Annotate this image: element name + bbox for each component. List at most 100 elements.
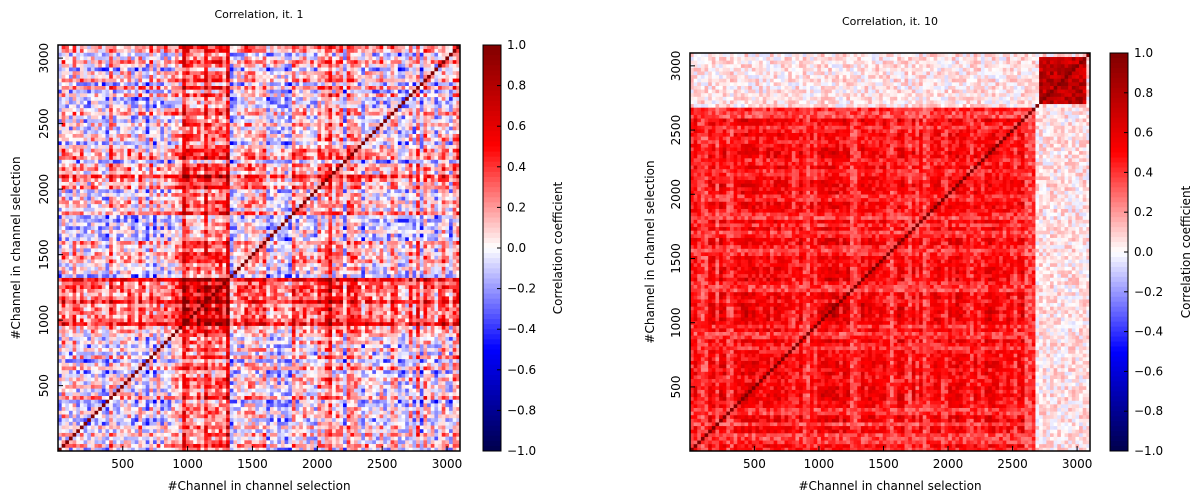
heatmap-cell bbox=[72, 439, 77, 445]
heatmap-cell bbox=[109, 307, 114, 312]
heatmap-cell bbox=[101, 214, 106, 219]
heatmap-cell bbox=[204, 233, 209, 238]
heatmap-cell bbox=[87, 92, 92, 98]
heatmap-cell bbox=[160, 362, 165, 367]
heatmap-cell bbox=[131, 443, 136, 448]
heatmap-cell bbox=[61, 100, 66, 105]
heatmap-cell bbox=[167, 388, 172, 393]
heatmap-cell bbox=[123, 137, 128, 142]
heatmap-cell bbox=[178, 240, 183, 245]
heatmap-cell bbox=[58, 273, 63, 278]
heatmap-cell bbox=[68, 133, 74, 138]
heatmap-cell bbox=[112, 288, 117, 293]
heatmap-cell bbox=[200, 391, 205, 397]
heatmap-cell bbox=[185, 244, 190, 249]
heatmap-cell bbox=[167, 403, 172, 408]
heatmap-cell bbox=[65, 281, 70, 286]
heatmap-cell bbox=[160, 436, 165, 441]
heatmap-cell bbox=[160, 355, 165, 360]
heatmap-cell bbox=[94, 259, 99, 264]
heatmap-cell bbox=[182, 336, 187, 341]
heatmap-cell bbox=[163, 251, 169, 256]
heatmap-cell bbox=[149, 351, 154, 356]
heatmap-cell bbox=[116, 307, 121, 312]
heatmap-cell bbox=[120, 251, 125, 256]
heatmap-cell bbox=[171, 343, 176, 349]
heatmap-cell bbox=[138, 233, 143, 238]
heatmap-cell bbox=[105, 104, 110, 109]
heatmap-cell bbox=[142, 111, 147, 116]
heatmap-cell bbox=[163, 104, 169, 109]
heatmap-cell bbox=[72, 203, 77, 208]
heatmap-cell bbox=[112, 321, 117, 326]
heatmap-cell bbox=[142, 92, 147, 98]
heatmap-cell bbox=[215, 177, 220, 182]
heatmap-cell bbox=[131, 140, 136, 146]
heatmap-cell bbox=[163, 115, 169, 120]
heatmap-cell bbox=[79, 78, 84, 83]
heatmap-cell bbox=[101, 240, 106, 245]
heatmap-cell bbox=[171, 347, 176, 352]
heatmap-cell bbox=[153, 148, 158, 153]
heatmap-cell bbox=[196, 45, 201, 50]
heatmap-cell bbox=[98, 52, 103, 57]
heatmap-cell bbox=[105, 166, 110, 171]
heatmap-cell bbox=[123, 425, 128, 430]
heatmap-cell bbox=[200, 174, 205, 179]
heatmap-cell bbox=[204, 351, 209, 356]
heatmap-cell bbox=[138, 417, 143, 422]
heatmap-cell bbox=[204, 100, 209, 105]
heatmap-cell bbox=[142, 155, 147, 160]
heatmap-cell bbox=[138, 266, 143, 271]
heatmap-cell bbox=[98, 380, 103, 385]
heatmap-cell bbox=[145, 432, 150, 437]
heatmap-cell bbox=[145, 248, 150, 253]
heatmap-cell bbox=[207, 332, 212, 337]
heatmap-cell bbox=[163, 273, 169, 278]
heatmap-cell bbox=[61, 388, 66, 393]
heatmap-cell bbox=[105, 63, 110, 68]
heatmap-cell bbox=[79, 277, 84, 282]
heatmap-cell bbox=[138, 52, 143, 57]
heatmap-cell bbox=[142, 314, 147, 319]
heatmap-cell bbox=[153, 329, 158, 334]
heatmap-cell bbox=[178, 362, 183, 367]
heatmap-cell bbox=[112, 225, 117, 230]
heatmap-cell bbox=[149, 126, 154, 131]
heatmap-cell bbox=[98, 281, 103, 286]
heatmap-cell bbox=[83, 403, 88, 408]
heatmap-cell bbox=[182, 366, 187, 371]
heatmap-cell bbox=[61, 140, 66, 146]
heatmap-cell bbox=[193, 203, 198, 208]
heatmap-cell bbox=[200, 203, 205, 208]
heatmap-cell bbox=[72, 214, 77, 219]
heatmap-cell bbox=[182, 59, 187, 64]
heatmap-cell bbox=[174, 115, 179, 120]
heatmap-cell bbox=[131, 259, 136, 264]
heatmap-cell bbox=[138, 170, 143, 175]
heatmap-cell bbox=[163, 111, 169, 116]
heatmap-cell bbox=[76, 358, 81, 363]
heatmap-cell bbox=[174, 218, 179, 223]
heatmap-cell bbox=[72, 417, 77, 422]
heatmap-cell bbox=[215, 240, 220, 245]
heatmap-cell bbox=[174, 81, 179, 86]
heatmap-cell bbox=[185, 177, 190, 182]
heatmap-cell bbox=[156, 56, 161, 61]
heatmap-cell bbox=[211, 425, 216, 430]
heatmap-cell bbox=[193, 155, 198, 160]
heatmap-cell bbox=[116, 447, 121, 452]
heatmap-cell bbox=[193, 81, 198, 86]
heatmap-cell bbox=[83, 229, 88, 234]
heatmap-cell bbox=[87, 314, 92, 319]
heatmap-cell bbox=[215, 410, 220, 415]
heatmap-cell bbox=[58, 428, 63, 433]
heatmap-cell bbox=[185, 211, 190, 216]
heatmap-cell bbox=[215, 248, 220, 253]
heatmap-cell bbox=[79, 299, 84, 304]
heatmap-cell bbox=[72, 244, 77, 249]
heatmap-cell bbox=[204, 439, 209, 445]
heatmap-cell bbox=[178, 251, 183, 256]
heatmap-cell bbox=[218, 188, 223, 194]
heatmap-cell bbox=[163, 262, 169, 267]
